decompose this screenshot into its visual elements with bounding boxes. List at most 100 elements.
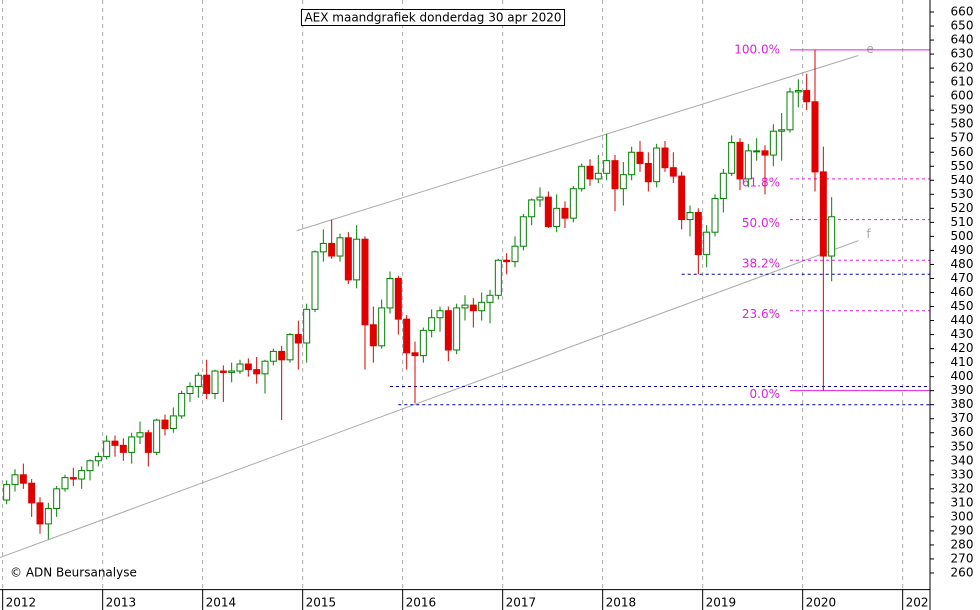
- candle-body: [369, 324, 377, 347]
- candle-body: [186, 385, 194, 394]
- y-tick-label: 350: [951, 439, 974, 453]
- candle-body: [803, 90, 811, 103]
- candle-body: [653, 147, 661, 183]
- x-tick-label: 2018: [606, 596, 637, 610]
- candle-body: [261, 360, 269, 375]
- candle-body: [53, 488, 61, 509]
- y-tick-label: 450: [951, 299, 974, 313]
- candle-body: [678, 175, 686, 221]
- candle-body: [69, 477, 77, 480]
- candle-body: [503, 259, 511, 263]
- candle-body: [686, 212, 694, 221]
- x-tick-label: 2017: [506, 596, 537, 610]
- y-tick-label: 510: [951, 215, 974, 229]
- y-tick-label: 380: [951, 397, 974, 411]
- x-tick-label: 2012: [6, 596, 37, 610]
- candle-body: [794, 90, 802, 93]
- candle-body: [744, 150, 752, 180]
- y-tick-label: 330: [951, 467, 974, 481]
- trend-label: f: [866, 227, 871, 241]
- x-tick-label: 2015: [306, 596, 337, 610]
- candle-body: [561, 207, 569, 219]
- candle-body: [536, 196, 544, 201]
- y-tick-label: 280: [951, 537, 974, 551]
- candle-body: [328, 242, 336, 257]
- candle-body: [219, 370, 227, 373]
- candle-body: [828, 216, 836, 257]
- candle-body: [78, 470, 86, 480]
- candle-body: [528, 199, 536, 218]
- candle-body: [511, 245, 519, 263]
- candle-body: [403, 318, 411, 354]
- y-tick-label: 570: [951, 131, 974, 145]
- candle-body: [619, 174, 627, 190]
- y-tick-label: 370: [951, 411, 974, 425]
- candle-body: [361, 238, 369, 326]
- candle-body: [486, 294, 494, 303]
- y-tick-label: 290: [951, 523, 974, 537]
- candle-body: [303, 308, 311, 344]
- candle-body: [86, 460, 94, 472]
- candle-body: [169, 415, 177, 430]
- candle-body: [778, 129, 786, 132]
- candle-body: [119, 444, 127, 453]
- copyright: © ADN Beursanalyse: [10, 566, 137, 580]
- y-tick-label: 630: [951, 47, 974, 61]
- fib-label: 50.0%: [742, 216, 780, 230]
- candle-body: [319, 242, 327, 253]
- y-tick-label: 400: [951, 369, 974, 383]
- candle-body: [436, 310, 444, 319]
- y-tick-label: 300: [951, 509, 974, 523]
- candle-body: [178, 392, 186, 417]
- trend-line: [296, 55, 859, 232]
- fib-label: 0.0%: [750, 387, 781, 401]
- candle-body: [661, 147, 669, 169]
- candle-body: [644, 162, 652, 183]
- y-tick-label: 480: [951, 257, 974, 271]
- candle-body: [278, 350, 286, 361]
- candle-body: [28, 482, 36, 504]
- candle-body: [253, 369, 261, 375]
- candle-body: [128, 436, 136, 453]
- candle-body: [136, 432, 144, 438]
- candle-body: [628, 151, 636, 176]
- candle-body: [161, 419, 169, 430]
- candle-body: [311, 251, 319, 310]
- candle-body: [553, 207, 561, 228]
- candle-body: [336, 237, 344, 257]
- candle-body: [236, 363, 244, 372]
- candle-body: [36, 502, 44, 525]
- y-tick-label: 430: [951, 327, 974, 341]
- candle-body: [353, 238, 361, 281]
- y-tick-label: 490: [951, 243, 974, 257]
- candle-body: [736, 141, 744, 180]
- y-tick-label: 260: [951, 565, 974, 579]
- trend-label: e: [866, 42, 873, 56]
- y-tick-label: 550: [951, 159, 974, 173]
- y-tick-label: 660: [951, 5, 974, 19]
- y-tick-label: 440: [951, 313, 974, 327]
- y-tick-label: 640: [951, 33, 974, 47]
- trend-line: [0, 240, 859, 559]
- candle-body: [728, 141, 736, 174]
- candle-body: [44, 507, 52, 525]
- y-tick-label: 620: [951, 61, 974, 75]
- grid: [2, 0, 904, 590]
- x-tick-label: 2020: [806, 596, 837, 610]
- candle-body: [269, 350, 277, 362]
- candle-body: [444, 310, 452, 351]
- candle-body: [669, 167, 677, 177]
- y-tick-label: 410: [951, 355, 974, 369]
- y-tick-label: 610: [951, 75, 974, 89]
- candle-body: [819, 171, 827, 257]
- candle-body: [428, 317, 436, 331]
- candle-body: [769, 130, 777, 156]
- y-tick-label: 520: [951, 201, 974, 215]
- candle-body: [386, 277, 394, 309]
- x-ticks: 2012 2013 2014 2015 2016 2017 2018 2019 2020 2021: [2, 589, 930, 610]
- candle-body: [761, 150, 769, 156]
- candle-body: [419, 329, 427, 357]
- fib-label: 38.2%: [742, 257, 780, 271]
